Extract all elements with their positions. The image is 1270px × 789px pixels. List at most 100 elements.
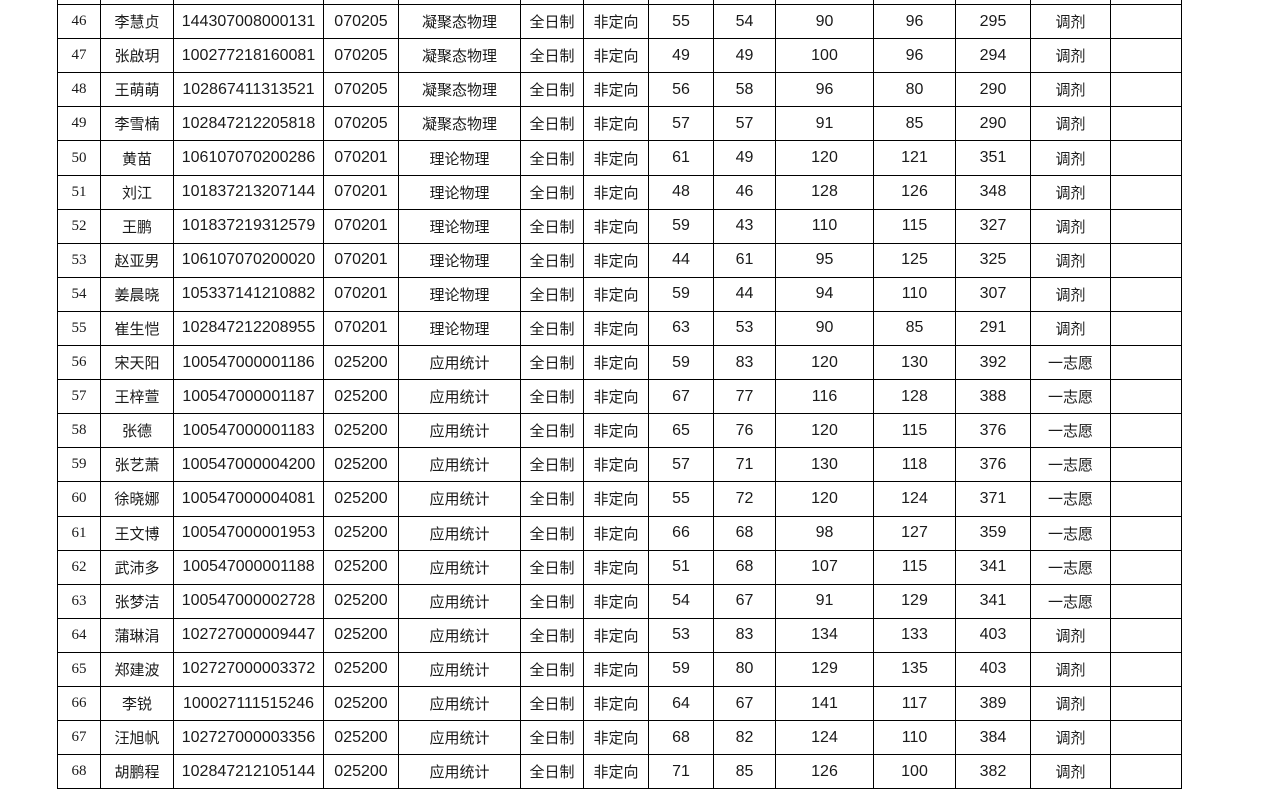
cell-total: 295: [955, 4, 1031, 40]
cell-row-no: 49: [57, 106, 101, 142]
cell-name: 刘江: [100, 174, 174, 210]
cell-study-mode: 全日制: [520, 549, 584, 585]
cell-score-2: 53: [713, 310, 776, 347]
cell-candidate-id: 102847212205818: [173, 106, 324, 142]
cell-score-3: 90: [775, 4, 874, 40]
cell-major: 应用统计: [398, 379, 521, 415]
cell-note: [1110, 447, 1182, 483]
cell-admission-type: 调剂: [1030, 72, 1111, 108]
cell-note: [1110, 106, 1182, 142]
cell-orientation: 非定向: [583, 174, 649, 210]
cell-admission-type: 调剂: [1030, 4, 1111, 40]
cell-name: 蒲琳涓: [100, 617, 174, 653]
cell-score-1: 48: [648, 174, 714, 210]
cell-major: 凝聚态物理: [398, 4, 521, 40]
cell-orientation: 非定向: [583, 106, 649, 142]
cell-score-2: 71: [713, 447, 776, 483]
cell-score-1: 54: [648, 583, 714, 619]
cell-candidate-id: 101837219312579: [173, 208, 324, 244]
cell-major: 应用统计: [398, 515, 521, 551]
cell-orientation: 非定向: [583, 140, 649, 176]
table-row: 58 张德 100547000001183 025200 应用统计 全日制 非定…: [57, 413, 1182, 449]
table-row: 57 王梓萱 100547000001187 025200 应用统计 全日制 非…: [57, 379, 1182, 415]
cell-score-4: 96: [873, 4, 956, 40]
cell-score-3: 120: [775, 481, 874, 517]
cell-score-1: 51: [648, 549, 714, 585]
cell-score-2: 54: [713, 4, 776, 40]
cell-major: 理论物理: [398, 242, 521, 278]
cell-score-4: 115: [873, 413, 956, 449]
cell-orientation: 非定向: [583, 685, 649, 722]
cell-study-mode: 全日制: [520, 208, 584, 244]
cell-score-1: 66: [648, 515, 714, 551]
cell-admission-type: 一志愿: [1030, 413, 1111, 449]
cell-major-code: 025200: [323, 685, 399, 722]
cell-score-1: 59: [648, 276, 714, 312]
cell-admission-type: 一志愿: [1030, 549, 1111, 585]
cell-candidate-id: 100547000001953: [173, 515, 324, 551]
cell-score-3: 141: [775, 685, 874, 722]
cell-name: 李慧贞: [100, 4, 174, 40]
cell-total: 290: [955, 72, 1031, 108]
cell-study-mode: 全日制: [520, 379, 584, 415]
cell-name: 姜晨晓: [100, 276, 174, 312]
cell-total: 325: [955, 242, 1031, 278]
cell-orientation: 非定向: [583, 515, 649, 551]
cell-admission-type: 调剂: [1030, 651, 1111, 687]
cell-note: [1110, 174, 1182, 210]
table-row: 56 宋天阳 100547000001186 025200 应用统计 全日制 非…: [57, 345, 1182, 381]
cell-score-1: 57: [648, 447, 714, 483]
cell-note: [1110, 720, 1182, 756]
cell-row-no: 46: [57, 4, 101, 40]
table-row: 63 张梦洁 100547000002728 025200 应用统计 全日制 非…: [57, 583, 1182, 619]
cell-major-code: 070205: [323, 4, 399, 40]
cell-major: 理论物理: [398, 174, 521, 210]
cell-major: 应用统计: [398, 447, 521, 483]
cell-major-code: 025200: [323, 583, 399, 619]
cell-major: 应用统计: [398, 413, 521, 449]
table-row: 52 王鹏 101837219312579 070201 理论物理 全日制 非定…: [57, 208, 1182, 244]
cell-major-code: 070201: [323, 174, 399, 210]
cell-study-mode: 全日制: [520, 413, 584, 449]
cell-orientation: 非定向: [583, 345, 649, 381]
cell-score-3: 129: [775, 651, 874, 687]
cell-candidate-id: 102867411313521: [173, 72, 324, 108]
cell-score-2: 83: [713, 345, 776, 381]
cell-admission-type: 调剂: [1030, 208, 1111, 244]
cell-orientation: 非定向: [583, 379, 649, 415]
table-row: 61 王文博 100547000001953 025200 应用统计 全日制 非…: [57, 515, 1182, 551]
cell-major: 应用统计: [398, 549, 521, 585]
cell-candidate-id: 100547000004200: [173, 447, 324, 483]
cell-score-4: 115: [873, 208, 956, 244]
cell-name: 赵亚男: [100, 242, 174, 278]
cell-row-no: 63: [57, 583, 101, 619]
cell-score-3: 134: [775, 617, 874, 653]
cell-note: [1110, 345, 1182, 381]
cell-study-mode: 全日制: [520, 140, 584, 176]
cell-major-code: 070201: [323, 276, 399, 312]
cell-row-no: 67: [57, 720, 101, 756]
cell-orientation: 非定向: [583, 617, 649, 653]
cell-row-no: 65: [57, 651, 101, 687]
cell-major: 应用统计: [398, 345, 521, 381]
cell-name: 李雪楠: [100, 106, 174, 142]
cell-score-1: 67: [648, 379, 714, 415]
cell-score-1: 56: [648, 72, 714, 108]
cell-major-code: 025200: [323, 617, 399, 653]
cell-score-4: 127: [873, 515, 956, 551]
cell-admission-type: 调剂: [1030, 140, 1111, 176]
cell-name: 王梓萱: [100, 379, 174, 415]
cell-study-mode: 全日制: [520, 276, 584, 312]
cell-score-2: 61: [713, 242, 776, 278]
cell-score-3: 130: [775, 447, 874, 483]
cell-note: [1110, 140, 1182, 176]
cell-score-3: 100: [775, 38, 874, 74]
cell-study-mode: 全日制: [520, 583, 584, 619]
cell-major: 应用统计: [398, 481, 521, 517]
cell-note: [1110, 413, 1182, 449]
cell-admission-type: 一志愿: [1030, 515, 1111, 551]
cell-orientation: 非定向: [583, 651, 649, 687]
cell-score-4: 85: [873, 106, 956, 142]
cell-score-4: 124: [873, 481, 956, 517]
cell-admission-type: 一志愿: [1030, 345, 1111, 381]
